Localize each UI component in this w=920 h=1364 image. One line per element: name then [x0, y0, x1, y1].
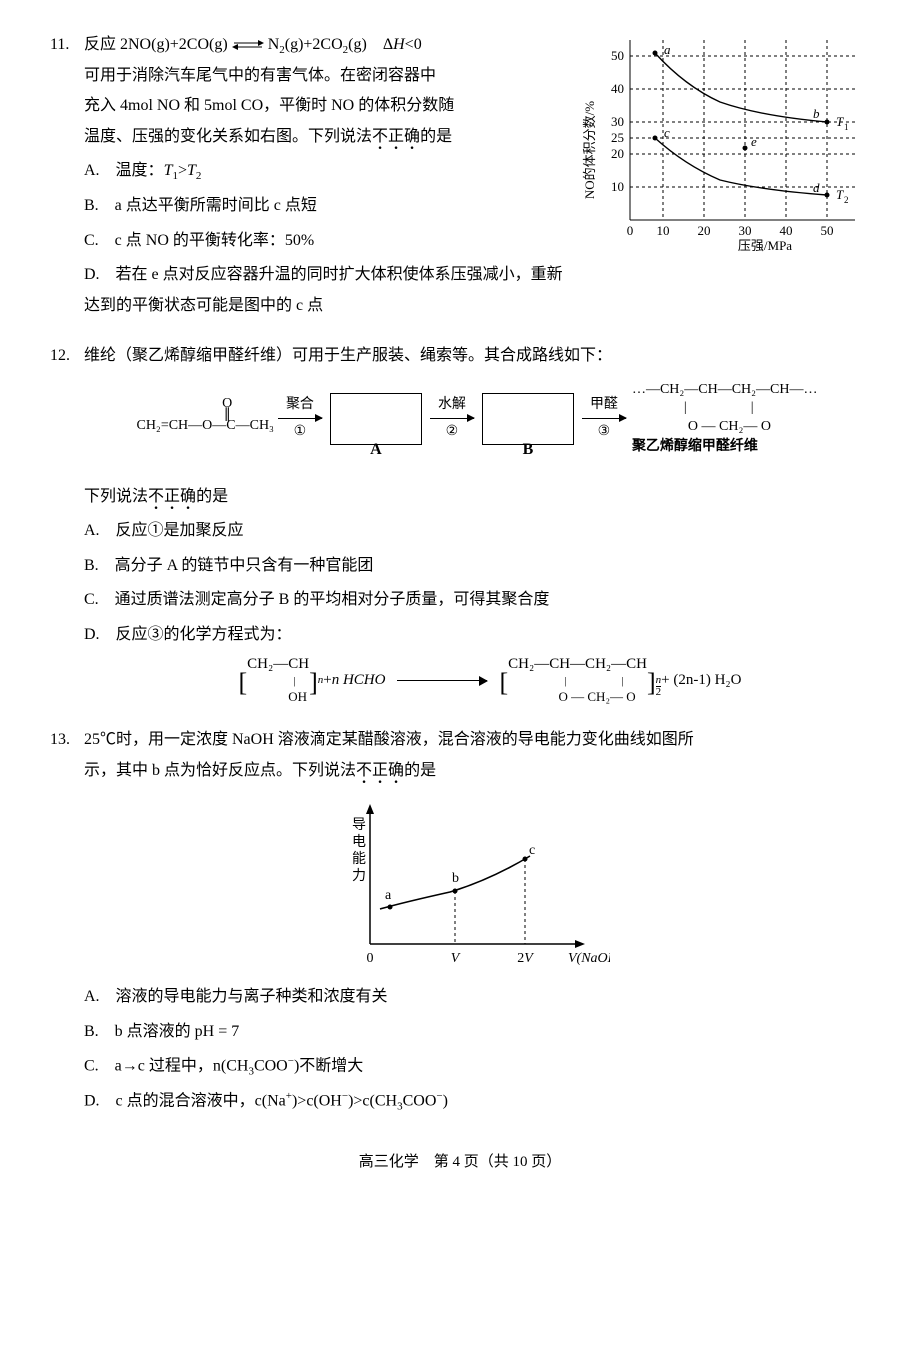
q13-graph: 导 电 能 力 a b c 0 V 2V V(NaOH): [50, 794, 870, 974]
svg-text:40: 40: [780, 223, 793, 238]
svg-text:20: 20: [611, 146, 624, 161]
q11-chart: 50 40 30 25 20 10 0 10 20 30 40 50: [580, 30, 870, 266]
q11-number: 11.: [50, 30, 84, 60]
svg-text:1: 1: [844, 122, 849, 132]
svg-text:50: 50: [611, 48, 624, 63]
question-12: 12. 维纶（聚乙烯醇缩甲醛纤维）可用于生产服装、绳索等。其合成路线如下： O …: [50, 341, 870, 706]
monomer: O ∥ CH₂=CH—O—C—CH₃: [136, 396, 273, 442]
svg-text:2V: 2V: [517, 951, 534, 966]
box-b: B: [482, 393, 574, 445]
q13-option-d: D. c 点的混合溶液中，c(Na+)>c(OH−)>c(CH3COO−): [84, 1086, 870, 1117]
q12-option-a: A. 反应①是加聚反应: [84, 516, 870, 546]
q13-option-a: A. 溶液的导电能力与离子种类和浓度有关: [84, 982, 870, 1012]
svg-text:e: e: [751, 134, 757, 149]
svg-text:50: 50: [821, 223, 834, 238]
svg-text:V(NaOH): V(NaOH): [568, 951, 610, 966]
arrow-3: 甲醛 ③: [582, 392, 626, 446]
svg-text:T: T: [836, 114, 844, 129]
q11-stem: 反应 2NO(g)+2CO(g) N2(g)+2CO2(g) ΔH<0 可用于消…: [84, 30, 570, 152]
long-arrow-icon: [397, 680, 487, 681]
svg-text:c: c: [529, 843, 535, 858]
svg-text:力: 力: [352, 868, 366, 884]
q12-stem: 维纶（聚乙烯醇缩甲醛纤维）可用于生产服装、绳索等。其合成路线如下：: [84, 341, 870, 371]
svg-text:30: 30: [739, 223, 752, 238]
q12-option-c: C. 通过质谱法测定高分子 B 的平均相对分子质量，可得其聚合度: [84, 585, 870, 615]
svg-text:a: a: [385, 888, 392, 903]
svg-text:c: c: [664, 125, 670, 140]
svg-text:a: a: [664, 42, 671, 57]
arrow-2: 水解 ②: [430, 392, 474, 446]
svg-text:10: 10: [657, 223, 670, 238]
svg-text:V: V: [451, 951, 461, 966]
q12-number: 12.: [50, 341, 84, 371]
q12-option-b: B. 高分子 A 的链节中只含有一种官能团: [84, 551, 870, 581]
q12-route: O ∥ CH₂=CH—O—C—CH₃ 聚合 ① A 水解 ② B 甲醛 ③ …—…: [84, 381, 870, 456]
svg-text:40: 40: [611, 81, 624, 96]
svg-text:T: T: [836, 187, 844, 202]
q13-option-b: B. b 点溶液的 pH = 7: [84, 1017, 870, 1047]
q13-stem: 25℃时，用一定浓度 NaOH 溶液滴定某醋酸溶液，混合溶液的导电能力变化曲线如…: [84, 725, 870, 786]
q12-below: 下列说法不正确的是: [84, 482, 870, 512]
q13-option-c: C. a→c 过程中，n(CH3COO−)不断增大: [84, 1051, 870, 1082]
question-13: 13. 25℃时，用一定浓度 NaOH 溶液滴定某醋酸溶液，混合溶液的导电能力变…: [50, 725, 870, 1117]
svg-text:d: d: [813, 180, 820, 195]
svg-text:10: 10: [611, 179, 624, 194]
svg-text:电: 电: [352, 834, 366, 850]
q11-option-d: D. 若在 e 点对反应容器升温的同时扩大体积使体系压强减小，重新达到的平衡状态…: [84, 260, 870, 321]
q13-number: 13.: [50, 725, 84, 755]
q12-equation: [ CH₂—CH | OH ]n + n HCHO [ CH₂—CH—CH₂—C…: [110, 656, 870, 706]
page-footer: 高三化学 第 4 页（共 10 页）: [50, 1148, 870, 1177]
svg-text:20: 20: [698, 223, 711, 238]
svg-text:0: 0: [627, 223, 634, 238]
svg-text:25: 25: [611, 130, 624, 145]
svg-text:2: 2: [844, 195, 849, 205]
svg-text:30: 30: [611, 114, 624, 129]
question-11: 50 40 30 25 20 10 0 10 20 30 40 50: [50, 30, 870, 321]
svg-text:b: b: [452, 871, 459, 886]
ylabel: NO的体积分数/%: [582, 101, 597, 199]
box-a: A: [330, 393, 422, 445]
svg-text:0: 0: [367, 951, 374, 966]
svg-text:b: b: [813, 106, 820, 121]
xlabel: 压强/MPa: [738, 238, 792, 253]
product: …—CH₂—CH—CH₂—CH—… | | O — CH₂— O 聚乙烯醇缩甲醛…: [632, 381, 818, 456]
q12-option-d: D. 反应③的化学方程式为：: [84, 620, 870, 650]
svg-text:能: 能: [352, 851, 366, 867]
svg-text:导: 导: [352, 818, 366, 833]
